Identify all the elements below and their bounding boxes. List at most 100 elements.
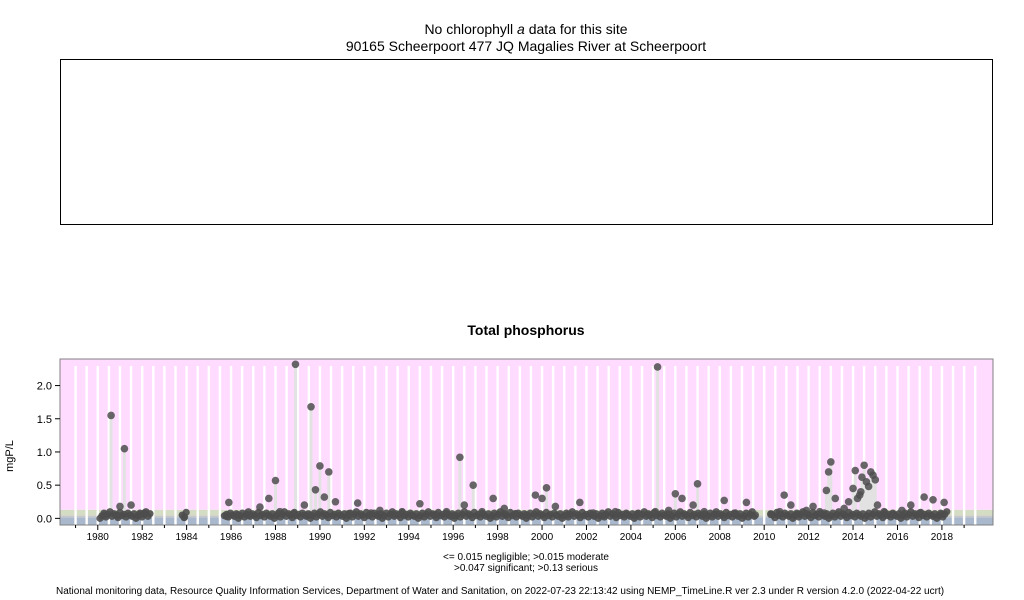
sample-stripe bbox=[174, 366, 177, 525]
data-point bbox=[456, 453, 464, 462]
data-point bbox=[831, 494, 840, 503]
sample-stripe bbox=[518, 366, 522, 525]
data-point bbox=[929, 495, 937, 504]
data-point bbox=[802, 506, 811, 515]
total-phosphorus-chart: 1980 1982 1984 1986 1988 1990 1992 1994 1996 1998… bbox=[4, 358, 994, 543]
sample-stripe bbox=[274, 366, 277, 525]
sample-stripe bbox=[574, 366, 577, 525]
x-axis: 1980 1982 1984 1986 1988 1990 1992 1994 1996 1998… bbox=[75, 525, 965, 543]
data-point bbox=[460, 501, 469, 509]
data-point bbox=[140, 509, 149, 517]
data-point bbox=[233, 511, 242, 519]
sample-stripes bbox=[74, 366, 977, 525]
sample-stripe bbox=[407, 366, 410, 525]
sample-stripe bbox=[818, 366, 821, 525]
legend-line-1: <= 0.015 negligible; >0.015 moderate bbox=[443, 552, 609, 563]
y-axis: 0.0 0.5 1.0 1.5 2.0 bbox=[37, 381, 60, 525]
x-tick-label: 2002 bbox=[575, 532, 598, 543]
sample-stripe bbox=[396, 366, 399, 525]
x-tick-label: 2018 bbox=[931, 532, 954, 543]
data-point bbox=[367, 509, 375, 517]
data-point bbox=[300, 501, 309, 509]
data-point bbox=[256, 503, 264, 511]
sample-stripe bbox=[429, 366, 433, 525]
data-point bbox=[622, 510, 631, 519]
x-tick-label: 2006 bbox=[664, 532, 687, 543]
sample-stripe bbox=[374, 366, 377, 525]
data-point bbox=[551, 502, 560, 511]
no-data-suffix: data for this site bbox=[528, 21, 628, 37]
data-point bbox=[857, 488, 865, 496]
data-point bbox=[767, 510, 775, 519]
data-point bbox=[245, 511, 253, 520]
data-point bbox=[225, 498, 233, 507]
sample-stripe bbox=[463, 366, 466, 525]
y-tick-label: 0.0 bbox=[37, 513, 52, 525]
data-point bbox=[120, 444, 129, 453]
x-tick-label: 1982 bbox=[131, 532, 154, 543]
sample-stripe bbox=[918, 366, 921, 525]
sample-stripe bbox=[740, 366, 744, 525]
data-point bbox=[389, 510, 398, 519]
x-tick-label: 1992 bbox=[353, 532, 376, 543]
sample-stripe bbox=[451, 366, 455, 525]
sample-stripe bbox=[663, 366, 666, 525]
data-point bbox=[222, 512, 231, 521]
y-tick-label: 2.0 bbox=[37, 381, 52, 393]
sample-stripe bbox=[707, 366, 710, 525]
x-tick-label: 2008 bbox=[709, 532, 732, 543]
sample-stripe bbox=[551, 366, 555, 525]
data-point bbox=[693, 480, 702, 488]
sample-stripe bbox=[607, 366, 610, 525]
empty-chlorophyll-panel bbox=[60, 59, 993, 225]
sample-stripe bbox=[263, 366, 266, 525]
data-point bbox=[689, 501, 697, 509]
data-point bbox=[731, 509, 740, 517]
data-point bbox=[871, 476, 880, 484]
data-point bbox=[844, 497, 853, 506]
data-point bbox=[376, 506, 384, 515]
data-point bbox=[651, 507, 660, 516]
data-point bbox=[940, 498, 948, 507]
data-point bbox=[442, 507, 451, 516]
sample-stripe bbox=[596, 366, 599, 525]
data-point bbox=[700, 507, 709, 516]
sample-stripe bbox=[563, 366, 566, 525]
data-point bbox=[827, 458, 835, 466]
sample-stripe bbox=[785, 366, 788, 525]
data-point bbox=[324, 468, 333, 476]
data-point bbox=[276, 507, 284, 516]
sample-stripe bbox=[696, 366, 699, 525]
legend-line-2: >0.047 significant; >0.13 serious bbox=[454, 563, 598, 574]
x-tick-label: 1984 bbox=[175, 532, 198, 543]
data-point bbox=[860, 461, 868, 470]
y-tick-label: 1.0 bbox=[37, 447, 52, 459]
site-title: 90165 Scheerpoort 477 JQ Magalies River … bbox=[345, 38, 707, 54]
data-point bbox=[564, 510, 573, 519]
baseline-point bbox=[146, 510, 154, 518]
sample-stripe bbox=[418, 366, 422, 525]
data-point bbox=[127, 501, 135, 509]
data-point bbox=[449, 511, 457, 520]
data-point bbox=[107, 411, 115, 420]
sample-stripe bbox=[340, 366, 344, 525]
sample-stripe bbox=[851, 366, 855, 525]
data-point bbox=[589, 509, 597, 517]
data-point bbox=[793, 510, 802, 519]
data-point bbox=[311, 486, 320, 494]
data-point bbox=[711, 510, 720, 519]
data-point bbox=[291, 360, 300, 369]
sample-stripe bbox=[318, 366, 322, 525]
sample-stripe bbox=[651, 366, 655, 525]
data-point bbox=[320, 493, 329, 501]
data-point bbox=[431, 510, 440, 519]
sample-stripe bbox=[118, 366, 122, 525]
data-point bbox=[780, 491, 788, 499]
data-point bbox=[820, 509, 828, 517]
chart-title: Total phosphorus bbox=[467, 322, 585, 338]
data-point bbox=[469, 481, 477, 489]
x-tick-label: 1986 bbox=[220, 532, 243, 543]
sample-stripe bbox=[540, 366, 544, 525]
y-axis-label: mgP/L bbox=[4, 440, 16, 472]
sample-stripe bbox=[774, 366, 777, 525]
